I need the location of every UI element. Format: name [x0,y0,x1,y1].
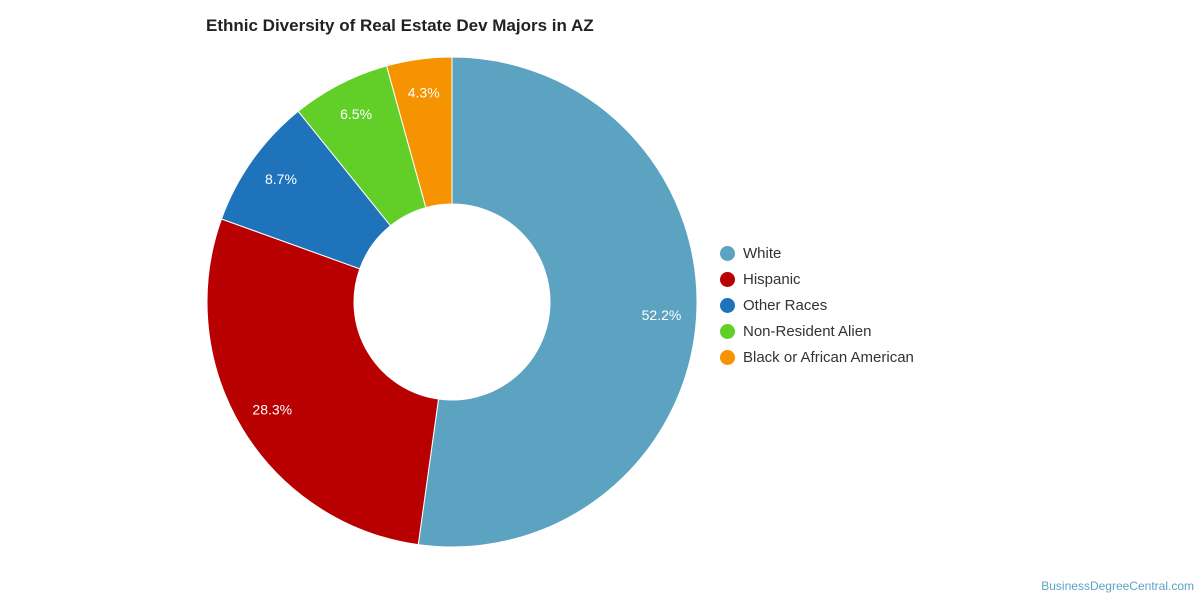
legend-swatch [720,297,735,313]
legend-label: White [743,244,782,262]
data-label-white: 52.2% [642,307,682,323]
data-label-black-or-african-american: 4.3% [408,85,440,101]
legend-label: Non-Resident Alien [743,322,872,340]
legend-swatch [720,271,735,287]
data-label-other-races: 8.7% [265,171,297,187]
slice-hispanic[interactable] [206,218,440,546]
legend-item-black-or-african-american[interactable]: Black or African American [720,344,914,370]
data-label-non-resident-alien: 6.5% [340,106,372,122]
legend-swatch [720,349,735,365]
legend-label: Hispanic [743,270,801,288]
legend-item-hispanic[interactable]: Hispanic [720,266,914,292]
legend-label: Other Races [743,296,828,314]
data-label-hispanic: 28.3% [252,401,292,417]
legend-label: Black or African American [743,348,914,366]
legend-item-non-resident-alien[interactable]: Non-Resident Alien [720,318,914,344]
watermark: BusinessDegreeCentral.com [1041,579,1194,593]
legend-item-white[interactable]: White [720,240,914,266]
legend-swatch [720,323,735,339]
chart-title: Ethnic Diversity of Real Estate Dev Majo… [206,16,594,35]
slice-black-or-african-american[interactable] [385,56,453,209]
slice-white[interactable] [417,56,698,548]
legend-item-other-races[interactable]: Other Races [720,292,914,318]
legend-swatch [720,245,735,261]
legend: White Hispanic Other Races Non-Resident Ali… [720,240,914,370]
